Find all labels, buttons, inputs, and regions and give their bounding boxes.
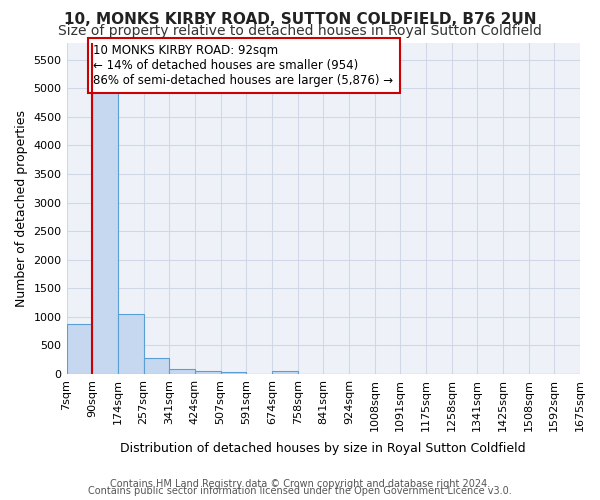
Text: Contains HM Land Registry data © Crown copyright and database right 2024.: Contains HM Land Registry data © Crown c…	[110, 479, 490, 489]
Y-axis label: Number of detached properties: Number of detached properties	[15, 110, 28, 307]
Bar	[221, 372, 246, 374]
Bar	[143, 358, 169, 374]
Bar	[92, 60, 118, 374]
Bar	[118, 314, 143, 374]
Bar	[272, 371, 298, 374]
X-axis label: Distribution of detached houses by size in Royal Sutton Coldfield: Distribution of detached houses by size …	[121, 442, 526, 455]
Bar	[67, 324, 92, 374]
Text: 10 MONKS KIRBY ROAD: 92sqm
← 14% of detached houses are smaller (954)
86% of sem: 10 MONKS KIRBY ROAD: 92sqm ← 14% of deta…	[94, 44, 394, 86]
Bar	[169, 370, 195, 374]
Text: Size of property relative to detached houses in Royal Sutton Coldfield: Size of property relative to detached ho…	[58, 24, 542, 38]
Text: Contains public sector information licensed under the Open Government Licence v3: Contains public sector information licen…	[88, 486, 512, 496]
Bar	[195, 371, 221, 374]
Text: 10, MONKS KIRBY ROAD, SUTTON COLDFIELD, B76 2UN: 10, MONKS KIRBY ROAD, SUTTON COLDFIELD, …	[64, 12, 536, 28]
